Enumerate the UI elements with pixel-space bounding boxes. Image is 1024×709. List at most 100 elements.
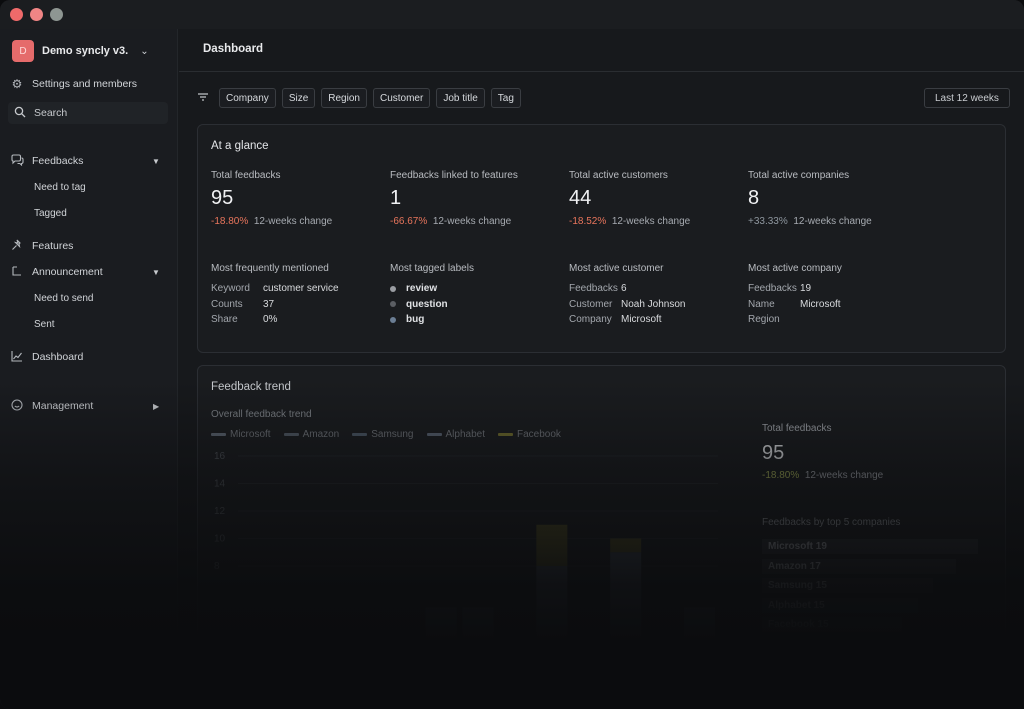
caret-down-icon[interactable]: ▼ <box>152 268 160 277</box>
sidebar-item-tagged[interactable]: Tagged <box>34 208 67 219</box>
stat-total-feedbacks: Total feedbacks 95 -18.80% 12-weeks chan… <box>211 170 386 227</box>
bar-microsoft[interactable] <box>462 607 494 676</box>
minimize-window-button[interactable] <box>30 8 43 21</box>
row-key: Customer <box>569 298 613 310</box>
chat-bubbles-icon <box>10 153 24 169</box>
legend-item[interactable]: Amazon <box>283 429 339 440</box>
most-active-company-section: Most active company Feedbacks 19 Name Micr… <box>748 263 923 328</box>
y-tick-label: 12 <box>214 506 226 517</box>
trend-total-value: 95 <box>762 442 785 464</box>
bar-facebook[interactable] <box>610 538 642 553</box>
company-bar[interactable]: Amazon 17 <box>762 558 956 574</box>
bar-facebook[interactable] <box>536 524 568 566</box>
smiley-icon <box>10 398 24 414</box>
company-bar[interactable]: Microsoft 19 <box>762 539 978 554</box>
sidebar-item-dashboard[interactable]: Dashboard <box>10 347 83 367</box>
workspace-switcher[interactable]: D Demo syncly v3. ⌄ <box>12 40 149 62</box>
company-bar[interactable]: Alphabet 15 <box>762 597 918 613</box>
most-active-customer-section: Most active customer Feedbacks 6 Customer… <box>569 263 744 328</box>
sidebar-item-need-to-tag[interactable]: Need to tag <box>34 182 86 193</box>
caret-right-icon[interactable]: ▶ <box>153 402 160 411</box>
change-percent: -18.80% <box>762 470 800 481</box>
maximize-window-button[interactable] <box>50 8 63 21</box>
date-range-button[interactable]: Last 12 weeks <box>924 88 1010 108</box>
feedback-trend-chart: 16 14 12 10 8 <box>214 451 718 676</box>
line-chart-icon <box>10 350 24 365</box>
stat-label: Total feedbacks <box>211 170 281 181</box>
legend-label: Facebook <box>516 429 561 440</box>
title-bar <box>0 0 1024 29</box>
legend-item[interactable]: Samsung <box>352 429 414 440</box>
y-tick-label: 8 <box>214 561 220 572</box>
legend-item[interactable]: Facebook <box>497 429 561 440</box>
card-title: At a glance <box>211 140 269 152</box>
chevron-down-icon: ⌄ <box>140 45 149 57</box>
change-percent: -66.67% <box>390 216 428 227</box>
legend-item[interactable]: Alphabet <box>426 429 485 440</box>
legend-item[interactable]: Microsoft <box>211 429 271 440</box>
company-bar[interactable]: Facebook 15 <box>762 617 902 632</box>
sidebar-item-label: Dashboard <box>32 351 84 363</box>
sidebar-item-sent[interactable]: Sent <box>34 319 55 330</box>
legend-label: Microsoft <box>230 429 271 440</box>
search-icon <box>14 106 26 121</box>
y-tick-label: 14 <box>214 479 226 490</box>
company-bar[interactable]: Samsung 15 <box>762 578 933 593</box>
chart-legend: Microsoft Amazon Samsung Alphabet Facebo… <box>211 429 561 440</box>
tag-item[interactable]: question <box>390 297 565 313</box>
row-value: 19 <box>800 283 812 295</box>
section-label: Most frequently mentioned <box>211 263 329 274</box>
stat-label: Total active companies <box>748 170 850 181</box>
row-key: Keyword <box>211 283 250 295</box>
caret-down-icon[interactable]: ▼ <box>152 157 160 166</box>
filter-chip-tag[interactable]: Tag <box>490 88 521 108</box>
filter-bar: Company Size Region Customer Job title T… <box>197 88 521 108</box>
change-suffix: 12-weeks change <box>611 216 691 227</box>
filter-chip-job-title[interactable]: Job title <box>436 88 485 108</box>
stat-value: 8 <box>748 187 760 209</box>
change-suffix: 12-weeks change <box>793 216 872 227</box>
sidebar-item-announcement[interactable]: Announcement <box>10 262 103 282</box>
stat-label: Feedbacks linked to features <box>390 170 518 181</box>
tag-dot <box>390 285 396 292</box>
tag-item[interactable]: bug <box>390 312 565 328</box>
page-title: Dashboard <box>203 43 264 55</box>
bar-microsoft[interactable] <box>536 566 568 676</box>
sidebar-item-features[interactable]: Features <box>10 236 73 256</box>
y-tick-label: 16 <box>214 451 226 462</box>
sidebar: D Demo syncly v3. ⌄ ⚙ Settings and membe… <box>0 29 178 709</box>
change-suffix: 12-weeks change <box>432 216 512 227</box>
row-value: customer service <box>263 283 339 295</box>
row-value: Noah Johnson <box>621 298 686 310</box>
bar-microsoft[interactable] <box>425 607 457 676</box>
filter-chip-company[interactable]: Company <box>219 88 276 108</box>
legend-swatch <box>426 433 442 436</box>
filter-chip-customer[interactable]: Customer <box>372 88 431 108</box>
legend-swatch <box>352 433 368 436</box>
sidebar-item-label: Management <box>32 400 94 412</box>
row-value: Microsoft <box>621 314 662 326</box>
filter-chip-region[interactable]: Region <box>321 88 367 108</box>
bar-microsoft[interactable] <box>610 552 642 676</box>
chart-subtitle: Overall feedback trend <box>211 409 312 420</box>
filter-chip-size[interactable]: Size <box>281 88 316 108</box>
bar-microsoft[interactable] <box>684 607 716 676</box>
legend-swatch <box>283 433 299 436</box>
filter-icon[interactable] <box>197 91 213 105</box>
top5-label: Feedbacks by top 5 companies <box>762 517 901 528</box>
legend-swatch <box>497 433 513 436</box>
sidebar-item-need-to-send[interactable]: Need to send <box>34 293 94 304</box>
tag-item[interactable]: review <box>390 281 565 297</box>
bar-microsoft[interactable] <box>499 662 531 676</box>
search-button[interactable]: Search <box>8 102 168 124</box>
sidebar-item-management[interactable]: Management <box>10 396 93 416</box>
row-value: 0% <box>263 314 278 326</box>
gear-icon: ⚙ <box>11 77 23 91</box>
stat-change: -18.52% 12-weeks change <box>569 216 744 227</box>
sidebar-item-feedbacks[interactable]: Feedbacks <box>10 151 83 171</box>
close-window-button[interactable] <box>10 8 23 21</box>
legend-swatch <box>211 433 226 436</box>
sidebar-item-label: Announcement <box>32 266 103 278</box>
sidebar-item-settings[interactable]: ⚙ Settings and members <box>10 74 137 94</box>
